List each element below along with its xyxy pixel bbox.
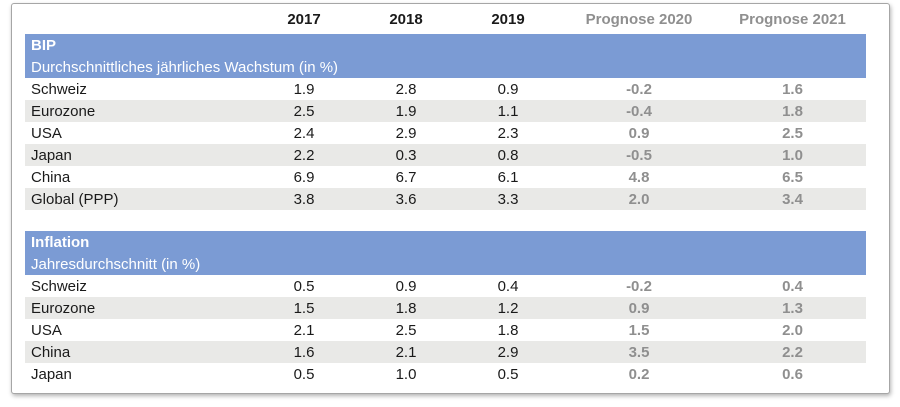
section-rows: Schweiz 1.9 2.8 0.9 -0.2 1.6 Eurozone 2.…: [25, 78, 866, 210]
value-cell-prognose-2020: -0.2: [626, 277, 652, 295]
table-row: USA 2.4 2.9 2.3 0.9 2.5: [25, 122, 866, 144]
row-label: Schweiz: [31, 80, 87, 98]
value-cell-2019: 2.3: [497, 124, 519, 142]
column-header-row: 2017 2018 2019 Prognose 2020 Prognose 20…: [25, 4, 866, 34]
row-label: China: [31, 168, 71, 186]
value-cell-prognose-2020: 2.0: [628, 190, 650, 208]
row-label: Eurozone: [31, 102, 96, 120]
table-row: Japan 0.5 1.0 0.5 0.2 0.6: [25, 363, 866, 385]
value-cell-prognose-2020: 0.2: [628, 365, 650, 383]
table-row: Japan 2.2 0.3 0.8 -0.5 1.0: [25, 144, 866, 166]
table-content: 2017 2018 2019 Prognose 2020 Prognose 20…: [25, 4, 866, 385]
row-label: China: [31, 343, 71, 361]
value-cell-2019: 1.1: [497, 102, 519, 120]
value-cell-prognose-2021: 3.4: [782, 190, 803, 208]
value-cell-2017: 2.2: [293, 146, 315, 164]
column-header-prognose-2021: Prognose 2021: [739, 10, 846, 28]
value-cell-2018: 3.6: [395, 190, 417, 208]
value-cell-prognose-2021: 1.8: [782, 102, 803, 120]
value-cell-2018: 6.7: [395, 168, 417, 186]
value-cell-2017: 2.5: [293, 102, 315, 120]
value-cell-2019: 2.9: [497, 343, 519, 361]
value-cell-2017: 2.4: [293, 124, 315, 142]
value-cell-prognose-2020: 1.5: [628, 321, 650, 339]
row-label: USA: [31, 321, 62, 339]
table-row: Eurozone 1.5 1.8 1.2 0.9 1.3: [25, 297, 866, 319]
value-cell-2018: 1.9: [395, 102, 417, 120]
value-cell-2017: 0.5: [293, 277, 315, 295]
value-cell-2019: 1.2: [497, 299, 519, 317]
value-cell-2019: 6.1: [497, 168, 519, 186]
value-cell-prognose-2020: -0.4: [626, 102, 652, 120]
value-cell-2017: 2.1: [293, 321, 315, 339]
row-label: Schweiz: [31, 277, 87, 295]
value-cell-2017: 1.9: [293, 80, 315, 98]
value-cell-2019: 0.4: [497, 277, 519, 295]
value-cell-2019: 3.3: [497, 190, 519, 208]
value-cell-2017: 1.5: [293, 299, 315, 317]
value-cell-prognose-2021: 6.5: [782, 168, 803, 186]
section-title: BIP: [31, 37, 57, 54]
value-cell-2017: 6.9: [293, 168, 315, 186]
value-cell-2018: 2.9: [395, 124, 417, 142]
value-cell-prognose-2021: 1.3: [782, 299, 803, 317]
value-cell-2019: 0.5: [497, 365, 519, 383]
table-row: Schweiz 1.9 2.8 0.9 -0.2 1.6: [25, 78, 866, 100]
table-row: Schweiz 0.5 0.9 0.4 -0.2 0.4: [25, 275, 866, 297]
value-cell-prognose-2020: 0.9: [628, 299, 650, 317]
table-row: China 1.6 2.1 2.9 3.5 2.2: [25, 341, 866, 363]
column-header-prognose-2020: Prognose 2020: [585, 10, 693, 28]
section-header-band: BIP Durchschnittliches jährliches Wachst…: [25, 34, 866, 78]
table-row: China 6.9 6.7 6.1 4.8 6.5: [25, 166, 866, 188]
row-label: Japan: [31, 365, 72, 383]
value-cell-2018: 2.1: [395, 343, 417, 361]
value-cell-2018: 1.8: [395, 299, 417, 317]
value-cell-2017: 1.6: [293, 343, 315, 361]
section-rows: Schweiz 0.5 0.9 0.4 -0.2 0.4 Eurozone 1.…: [25, 275, 866, 385]
value-cell-prognose-2020: -0.2: [626, 80, 652, 98]
table-sections: BIP Durchschnittliches jährliches Wachst…: [25, 34, 866, 385]
value-cell-2018: 0.3: [395, 146, 417, 164]
value-cell-prognose-2021: 2.5: [782, 124, 803, 142]
table-row: Global (PPP) 3.8 3.6 3.3 2.0 3.4: [25, 188, 866, 210]
value-cell-prognose-2021: 2.2: [782, 343, 803, 361]
economic-forecast-table-card: 2017 2018 2019 Prognose 2020 Prognose 20…: [11, 3, 890, 394]
value-cell-prognose-2021: 1.6: [782, 80, 803, 98]
value-cell-2017: 3.8: [293, 190, 315, 208]
row-label: Japan: [31, 146, 72, 164]
value-cell-2018: 1.0: [395, 365, 417, 383]
table-row: Eurozone 2.5 1.9 1.1 -0.4 1.8: [25, 100, 866, 122]
column-header-2017: 2017: [287, 10, 321, 28]
value-cell-2019: 1.8: [497, 321, 519, 339]
column-header-2018: 2018: [389, 10, 423, 28]
value-cell-prognose-2021: 0.6: [782, 365, 803, 383]
section-subtitle: Durchschnittliches jährliches Wachstum (…: [31, 59, 339, 76]
row-label: USA: [31, 124, 62, 142]
table-section: Inflation Jahresdurchschnitt (in %) Schw…: [25, 231, 866, 385]
value-cell-2018: 0.9: [395, 277, 417, 295]
row-label: Global (PPP): [31, 190, 119, 208]
value-cell-2018: 2.5: [395, 321, 417, 339]
value-cell-2017: 0.5: [293, 365, 315, 383]
value-cell-prognose-2020: 3.5: [628, 343, 650, 361]
value-cell-2019: 0.9: [497, 80, 519, 98]
value-cell-prognose-2020: 0.9: [628, 124, 650, 142]
table-row: USA 2.1 2.5 1.8 1.5 2.0: [25, 319, 866, 341]
value-cell-prognose-2021: 1.0: [782, 146, 803, 164]
value-cell-2019: 0.8: [497, 146, 519, 164]
section-header-band: Inflation Jahresdurchschnitt (in %): [25, 231, 866, 275]
value-cell-2018: 2.8: [395, 80, 417, 98]
value-cell-prognose-2020: -0.5: [626, 146, 652, 164]
value-cell-prognose-2021: 0.4: [782, 277, 803, 295]
section-subtitle: Jahresdurchschnitt (in %): [31, 256, 201, 273]
column-header-2019: 2019: [491, 10, 525, 28]
value-cell-prognose-2021: 2.0: [782, 321, 803, 339]
table-section: BIP Durchschnittliches jährliches Wachst…: [25, 34, 866, 210]
row-label: Eurozone: [31, 299, 96, 317]
section-title: Inflation: [31, 234, 90, 251]
value-cell-prognose-2020: 4.8: [628, 168, 650, 186]
